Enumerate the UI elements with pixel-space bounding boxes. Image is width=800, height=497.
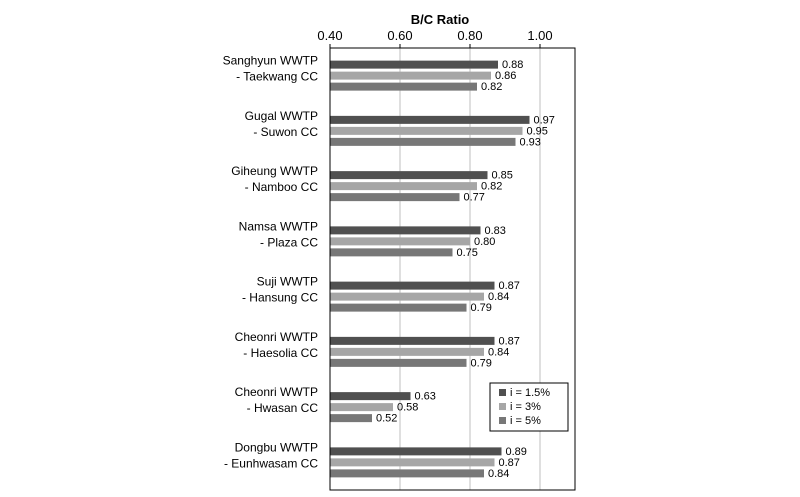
data-label: 0.83 bbox=[485, 225, 506, 237]
plot-area bbox=[329, 47, 576, 491]
bar bbox=[330, 347, 484, 356]
chart-title: B/C Ratio bbox=[411, 12, 470, 27]
bar bbox=[330, 336, 495, 345]
legend-label: i = 1.5% bbox=[510, 387, 550, 399]
category-label: Giheung WWTP bbox=[231, 164, 318, 178]
data-label: 0.79 bbox=[471, 357, 492, 369]
bar bbox=[330, 193, 460, 202]
bar bbox=[330, 182, 477, 191]
data-label: 0.89 bbox=[506, 446, 527, 458]
bar bbox=[330, 447, 502, 456]
data-label: 0.52 bbox=[376, 413, 397, 425]
category-label: Cheonri WWTP bbox=[235, 330, 318, 344]
data-label: 0.82 bbox=[481, 181, 502, 193]
data-label: 0.77 bbox=[464, 192, 485, 204]
bar bbox=[330, 469, 484, 478]
category-label: Suji WWTP bbox=[257, 275, 318, 289]
data-label: 0.84 bbox=[488, 468, 509, 480]
data-label: 0.58 bbox=[397, 402, 418, 414]
data-label: 0.87 bbox=[499, 280, 520, 292]
category-label: - Hwasan CC bbox=[247, 401, 319, 415]
category-label: - Suwon CC bbox=[253, 125, 318, 139]
bar bbox=[330, 137, 516, 146]
data-label: 0.79 bbox=[471, 302, 492, 314]
legend-swatch bbox=[499, 389, 506, 396]
legend-swatch bbox=[499, 403, 506, 410]
legend: i = 1.5% i = 3% i = 5% bbox=[489, 382, 569, 432]
data-label: 0.93 bbox=[520, 136, 541, 148]
bar bbox=[330, 403, 393, 412]
bar bbox=[330, 60, 498, 69]
bar bbox=[330, 171, 488, 180]
category-label: - Plaza CC bbox=[260, 235, 318, 249]
x-tick-label: 0.40 bbox=[317, 28, 342, 43]
bar bbox=[330, 82, 477, 91]
data-label: 0.80 bbox=[474, 236, 495, 248]
bar bbox=[330, 237, 470, 246]
category-label: - Eunhwasam CC bbox=[224, 456, 318, 470]
data-label: 0.63 bbox=[415, 391, 436, 403]
data-label: 0.87 bbox=[499, 335, 520, 347]
data-label: 0.87 bbox=[499, 457, 520, 469]
bar bbox=[330, 281, 495, 290]
bar bbox=[330, 414, 372, 423]
data-label: 0.75 bbox=[457, 247, 478, 259]
category-label: Dongbu WWTP bbox=[235, 440, 318, 454]
x-tick-label: 0.60 bbox=[387, 28, 412, 43]
bar bbox=[330, 292, 484, 301]
data-label: 0.86 bbox=[495, 70, 516, 82]
bar bbox=[330, 392, 411, 401]
legend-label: i = 5% bbox=[510, 415, 541, 427]
category-label: Sanghyun WWTP bbox=[223, 54, 318, 68]
category-label: Cheonri WWTP bbox=[235, 385, 318, 399]
legend-swatch bbox=[499, 417, 506, 424]
data-label: 0.84 bbox=[488, 346, 509, 358]
bar bbox=[330, 226, 481, 235]
bar bbox=[330, 126, 523, 135]
data-label: 0.88 bbox=[502, 59, 523, 71]
x-tick-label: 0.80 bbox=[457, 28, 482, 43]
x-tick-label: 1.00 bbox=[527, 28, 552, 43]
data-label: 0.82 bbox=[481, 81, 502, 93]
data-label: 0.97 bbox=[534, 114, 555, 126]
bar bbox=[330, 358, 467, 367]
category-label: - Hansung CC bbox=[242, 291, 318, 305]
category-label: - Namboo CC bbox=[245, 180, 319, 194]
bar bbox=[330, 71, 491, 80]
bar bbox=[330, 303, 467, 312]
legend-label: i = 3% bbox=[510, 401, 541, 413]
bar bbox=[330, 248, 453, 257]
bar bbox=[330, 458, 495, 467]
data-label: 0.84 bbox=[488, 291, 509, 303]
data-label: 0.95 bbox=[527, 125, 548, 137]
bar bbox=[330, 115, 530, 124]
category-label: Namsa WWTP bbox=[239, 219, 318, 233]
category-label: - Haesolia CC bbox=[243, 346, 318, 360]
category-label: Gugal WWTP bbox=[245, 109, 318, 123]
data-label: 0.85 bbox=[492, 170, 513, 182]
category-label: - Taekwang CC bbox=[236, 70, 318, 84]
